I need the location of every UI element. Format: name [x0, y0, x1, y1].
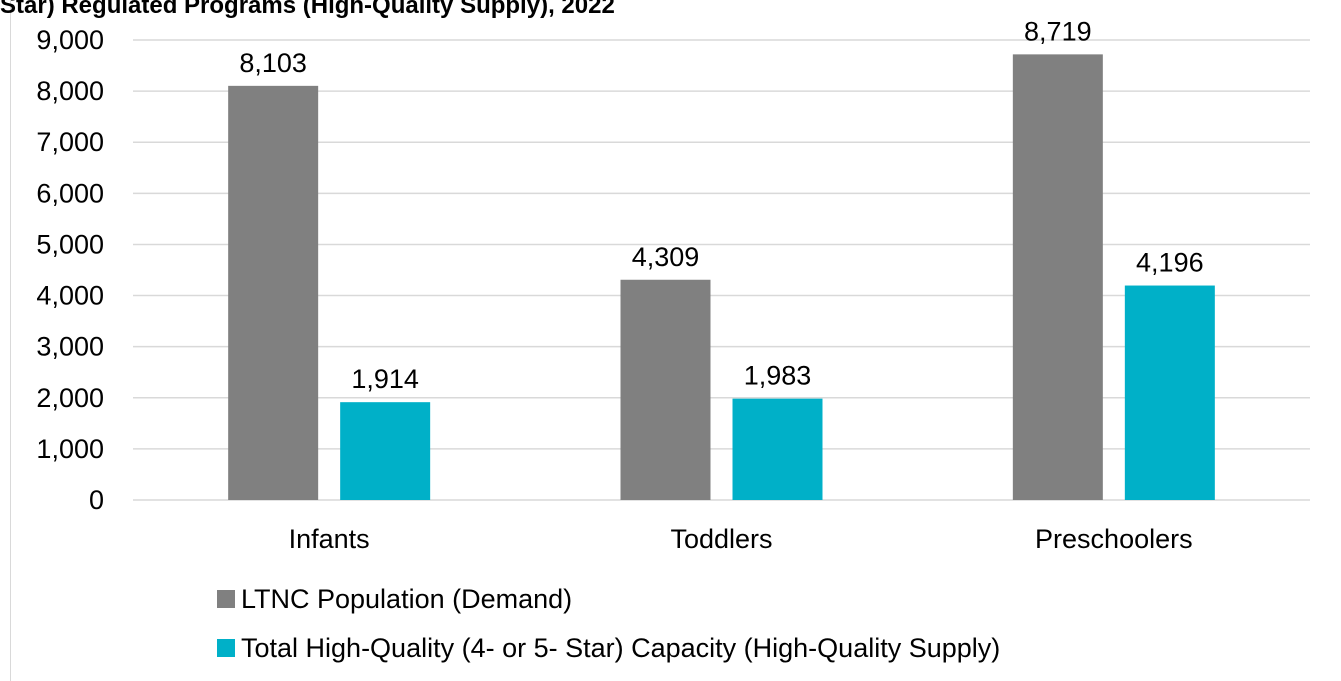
data-label: 4,309 — [632, 242, 700, 272]
data-label: 1,983 — [744, 361, 812, 391]
y-tick-label: 3,000 — [36, 332, 104, 362]
bars — [228, 54, 1215, 501]
data-label: 1,914 — [351, 364, 419, 394]
bar — [620, 279, 711, 500]
legend-item-demand: LTNC Population (Demand) — [217, 583, 572, 615]
y-tick-label: 2,000 — [36, 383, 104, 413]
legend-item-supply: Total High-Quality (4- or 5- Star) Capac… — [217, 632, 1000, 664]
bar — [1012, 54, 1103, 501]
x-tick-label: Infants — [289, 524, 370, 554]
data-label: 4,196 — [1136, 248, 1204, 278]
gridlines — [133, 39, 1310, 501]
legend-label-supply: Total High-Quality (4- or 5- Star) Capac… — [241, 633, 1001, 663]
legend-swatch-supply — [217, 639, 235, 657]
y-tick-label: 6,000 — [36, 178, 104, 208]
x-tick-label: Toddlers — [670, 524, 772, 554]
bar — [228, 85, 319, 500]
chart-title: Star) Regulated Programs (High-Quality S… — [0, 0, 615, 19]
data-label: 8,103 — [239, 48, 307, 78]
bar — [340, 402, 431, 500]
y-tick-label: 1,000 — [36, 434, 104, 464]
legend-label-demand: LTNC Population (Demand) — [241, 584, 573, 614]
y-tick-label: 8,000 — [36, 76, 104, 106]
y-tick-label: 0 — [89, 485, 104, 515]
bar — [732, 398, 823, 500]
legend-swatch-demand — [217, 590, 235, 608]
data-labels: 8,103 1,914 4,309 1,983 8,719 4,196 — [239, 16, 1203, 394]
y-tick-label: 9,000 — [36, 25, 104, 55]
x-axis-ticks: Infants Toddlers Preschoolers — [289, 524, 1193, 554]
bar — [1124, 285, 1215, 500]
y-tick-label: 7,000 — [36, 127, 104, 157]
y-axis-ticks: 0 1,000 2,000 3,000 4,000 5,000 6,000 7,000 8,00… — [36, 25, 104, 515]
y-tick-label: 4,000 — [36, 281, 104, 311]
data-label: 8,719 — [1024, 16, 1092, 46]
chart-frame-border — [10, 0, 11, 681]
x-tick-label: Preschoolers — [1035, 524, 1193, 554]
y-tick-label: 5,000 — [36, 229, 104, 259]
